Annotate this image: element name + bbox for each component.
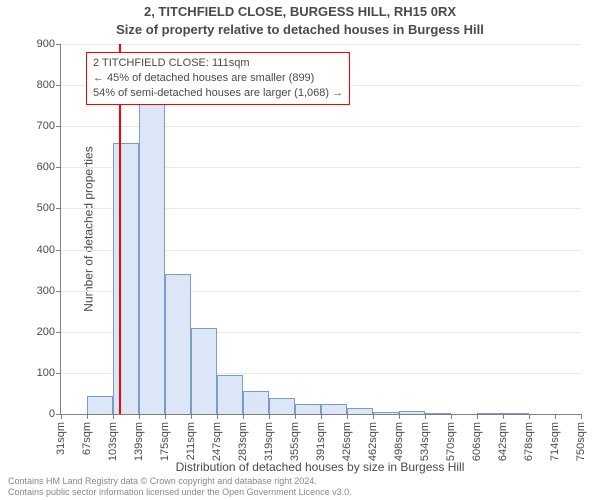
xtick-mark	[373, 414, 374, 419]
xtick-label: 498sqm	[393, 422, 405, 461]
histogram-bar	[139, 77, 165, 414]
xtick-label: 31sqm	[55, 422, 67, 455]
xtick-mark	[451, 414, 452, 419]
info-box-line: 2 TITCHFIELD CLOSE: 111sqm	[93, 56, 343, 71]
histogram-bar	[243, 391, 269, 414]
xtick-label: 103sqm	[107, 422, 119, 461]
xtick-mark	[139, 414, 140, 419]
xtick-mark	[113, 414, 114, 419]
xtick-mark	[321, 414, 322, 419]
histogram-bar	[477, 413, 503, 414]
ytick-mark	[56, 332, 61, 333]
histogram-bar	[425, 413, 451, 414]
xtick-label: 750sqm	[575, 422, 587, 461]
xtick-mark	[425, 414, 426, 419]
histogram-bar	[347, 408, 373, 414]
ytick-mark	[56, 167, 61, 168]
chart-title-sub: Size of property relative to detached ho…	[0, 22, 600, 37]
ytick-mark	[56, 250, 61, 251]
xtick-label: 606sqm	[471, 422, 483, 461]
xtick-label: 391sqm	[315, 422, 327, 461]
histogram-bar	[269, 398, 295, 414]
histogram-bar	[87, 396, 113, 415]
ytick-label: 0	[49, 408, 55, 420]
ytick-label: 700	[37, 120, 55, 132]
xtick-label: 714sqm	[549, 422, 561, 461]
xtick-mark	[191, 414, 192, 419]
xtick-label: 139sqm	[133, 422, 145, 461]
xtick-label: 642sqm	[497, 422, 509, 461]
xtick-label: 175sqm	[159, 422, 171, 461]
histogram-bar	[399, 411, 425, 414]
gridline-h	[61, 44, 581, 45]
footer-line-2: Contains public sector information licen…	[8, 487, 352, 498]
ytick-mark	[56, 373, 61, 374]
plot-area: 010020030040050060070080090031sqm67sqm10…	[60, 44, 581, 415]
xtick-mark	[243, 414, 244, 419]
xtick-mark	[555, 414, 556, 419]
ytick-label: 500	[37, 202, 55, 214]
histogram-bar	[503, 413, 529, 414]
footer-text: Contains HM Land Registry data © Crown c…	[8, 476, 352, 498]
ytick-mark	[56, 44, 61, 45]
histogram-bar	[321, 404, 347, 414]
footer-line-1: Contains HM Land Registry data © Crown c…	[8, 476, 352, 487]
ytick-label: 600	[37, 161, 55, 173]
ytick-label: 100	[37, 367, 55, 379]
xtick-mark	[503, 414, 504, 419]
xtick-label: 534sqm	[419, 422, 431, 461]
ytick-mark	[56, 208, 61, 209]
chart-container: 2, TITCHFIELD CLOSE, BURGESS HILL, RH15 …	[0, 0, 600, 500]
xtick-mark	[165, 414, 166, 419]
ytick-label: 300	[37, 285, 55, 297]
info-box-line: ← 45% of detached houses are smaller (89…	[93, 71, 343, 86]
xtick-mark	[347, 414, 348, 419]
ytick-mark	[56, 85, 61, 86]
xtick-label: 678sqm	[523, 422, 535, 461]
xtick-mark	[269, 414, 270, 419]
xtick-mark	[87, 414, 88, 419]
xtick-label: 570sqm	[445, 422, 457, 461]
ytick-mark	[56, 291, 61, 292]
histogram-bar	[295, 404, 321, 414]
ytick-label: 900	[37, 38, 55, 50]
xtick-label: 283sqm	[237, 422, 249, 461]
xtick-mark	[477, 414, 478, 419]
histogram-bar	[191, 328, 217, 414]
x-axis-label: Distribution of detached houses by size …	[60, 460, 580, 474]
histogram-bar	[113, 143, 139, 414]
xtick-label: 426sqm	[341, 422, 353, 461]
histogram-bar	[217, 375, 243, 414]
xtick-mark	[61, 414, 62, 419]
ytick-label: 800	[37, 79, 55, 91]
xtick-label: 247sqm	[211, 422, 223, 461]
xtick-label: 211sqm	[185, 422, 197, 460]
ytick-mark	[56, 126, 61, 127]
xtick-mark	[581, 414, 582, 419]
xtick-mark	[217, 414, 218, 419]
histogram-bar	[373, 412, 399, 414]
histogram-bar	[165, 274, 191, 414]
info-box-line: 54% of semi-detached houses are larger (…	[93, 86, 343, 101]
info-box: 2 TITCHFIELD CLOSE: 111sqm← 45% of detac…	[86, 52, 350, 105]
xtick-mark	[295, 414, 296, 419]
xtick-label: 319sqm	[263, 422, 275, 461]
xtick-label: 355sqm	[289, 422, 301, 461]
xtick-label: 462sqm	[367, 422, 379, 461]
ytick-label: 200	[37, 326, 55, 338]
chart-title-main: 2, TITCHFIELD CLOSE, BURGESS HILL, RH15 …	[0, 4, 600, 19]
ytick-label: 400	[37, 244, 55, 256]
xtick-label: 67sqm	[81, 422, 93, 455]
xtick-mark	[399, 414, 400, 419]
xtick-mark	[529, 414, 530, 419]
